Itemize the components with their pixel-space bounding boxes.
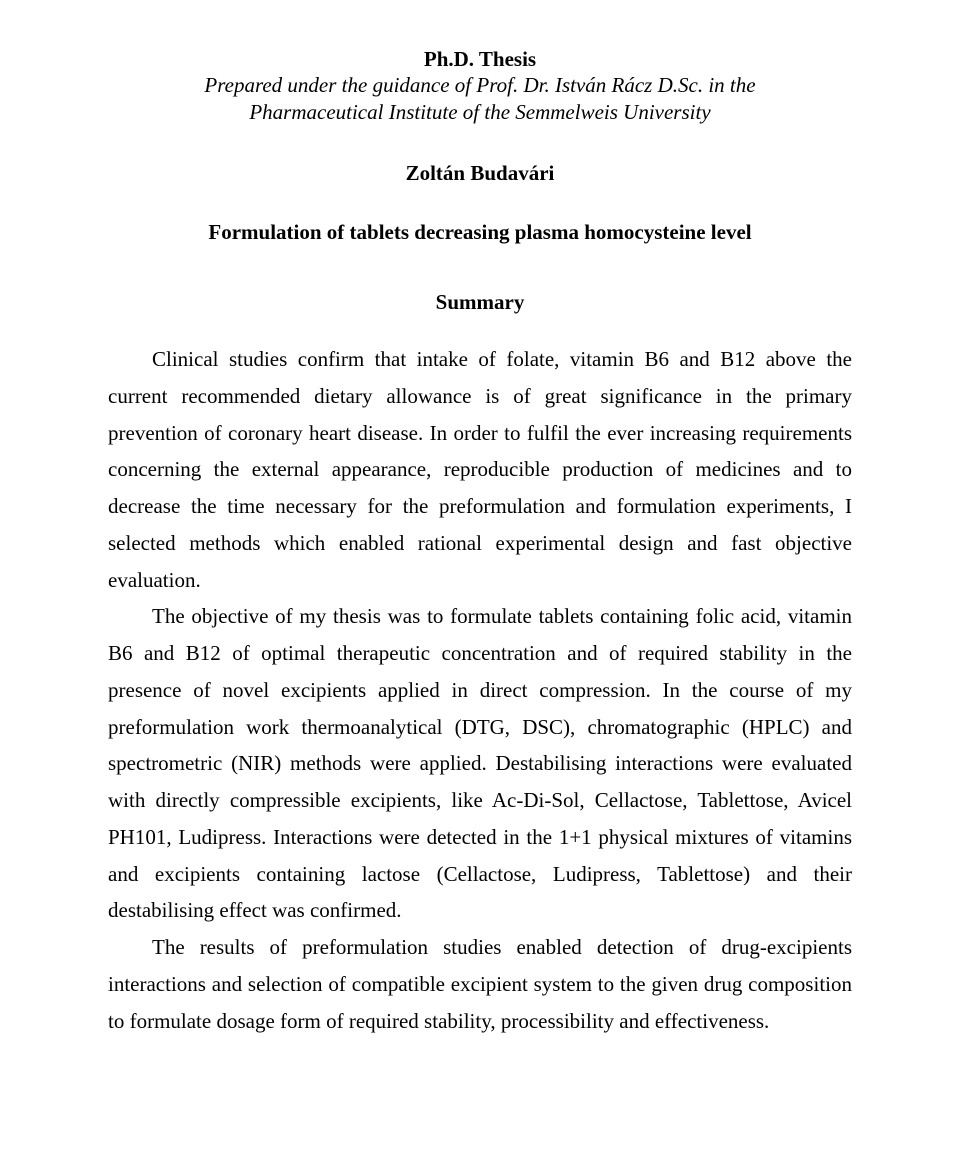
summary-heading: Summary (108, 284, 852, 321)
thesis-guidance-line-1: Prepared under the guidance of Prof. Dr.… (108, 72, 852, 98)
thesis-subtitle: Formulation of tablets decreasing plasma… (108, 214, 852, 251)
summary-paragraph-3: The results of preformulation studies en… (108, 929, 852, 1039)
thesis-header: Ph.D. Thesis Prepared under the guidance… (108, 46, 852, 125)
summary-paragraph-1: Clinical studies confirm that intake of … (108, 341, 852, 598)
author-name: Zoltán Budavári (108, 155, 852, 192)
thesis-guidance-line-2: Pharmaceutical Institute of the Semmelwe… (108, 99, 852, 125)
thesis-title: Ph.D. Thesis (108, 46, 852, 72)
summary-paragraph-2: The objective of my thesis was to formul… (108, 598, 852, 929)
page: Ph.D. Thesis Prepared under the guidance… (0, 0, 960, 1162)
